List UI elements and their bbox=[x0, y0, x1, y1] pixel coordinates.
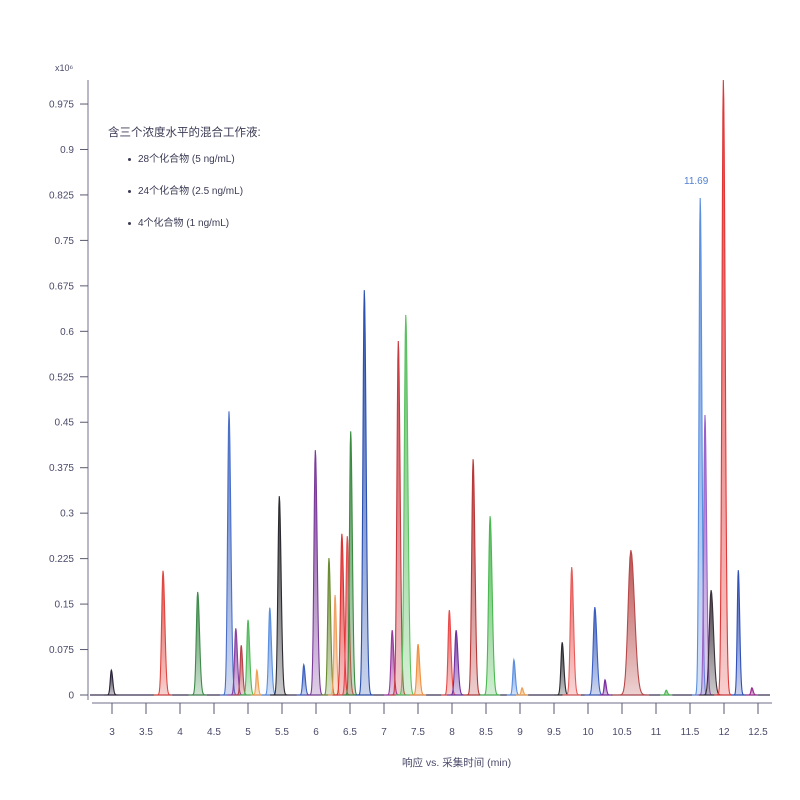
y-tick-label: 0.75 bbox=[55, 236, 75, 247]
x-tick-label: 9 bbox=[517, 727, 523, 738]
x-tick-label: 3.5 bbox=[139, 727, 153, 738]
peak-annotation: 11.69 bbox=[684, 176, 709, 187]
x-tick-label: 8 bbox=[449, 727, 455, 738]
y-tick-label: 0.825 bbox=[49, 190, 74, 201]
peak bbox=[409, 643, 427, 696]
peak bbox=[515, 686, 529, 696]
y-tick-label: 0.675 bbox=[49, 281, 74, 292]
x-tick-label: 5 bbox=[245, 727, 251, 738]
x-tick-label: 8.5 bbox=[479, 727, 493, 738]
peak bbox=[660, 689, 673, 696]
peak bbox=[395, 314, 416, 696]
x-tick-label: 4 bbox=[177, 727, 183, 738]
x-tick-label: 7.5 bbox=[411, 727, 425, 738]
legend-item: 4个化合物 (1 ng/mL) bbox=[128, 216, 261, 231]
x-tick-label: 7 bbox=[381, 727, 387, 738]
x-tick-label: 12.5 bbox=[748, 727, 768, 738]
y-tick-label: 0.975 bbox=[49, 100, 74, 111]
peak bbox=[463, 459, 483, 696]
peak bbox=[506, 657, 522, 696]
y-tick-label: 0.525 bbox=[49, 372, 74, 383]
peak bbox=[261, 607, 278, 696]
legend: 含三个浓度水平的混合工作液: 28个化合物 (5 ng/mL) 24个化合物 (… bbox=[108, 126, 261, 248]
peak bbox=[104, 668, 119, 696]
peak bbox=[731, 570, 746, 696]
x-tick-label: 5.5 bbox=[275, 727, 289, 738]
y-tick-label: 0 bbox=[68, 691, 74, 702]
y-tick-label: 0.075 bbox=[49, 645, 74, 656]
peak bbox=[446, 630, 466, 696]
chromatogram-peaks bbox=[90, 79, 770, 696]
x-tick-label: 9.5 bbox=[547, 727, 561, 738]
peak bbox=[296, 662, 311, 696]
peak bbox=[188, 591, 207, 696]
x-tick-label: 11.5 bbox=[681, 727, 700, 738]
bullet-icon bbox=[128, 157, 131, 161]
x-tick-label: 6.5 bbox=[343, 727, 357, 738]
y-tick-label: 0.9 bbox=[60, 145, 74, 156]
peak bbox=[153, 570, 173, 696]
y-axis-unit: x10⁶ bbox=[55, 63, 74, 73]
peak bbox=[584, 607, 605, 696]
x-tick-label: 10.5 bbox=[612, 727, 632, 738]
bullet-icon bbox=[128, 189, 131, 193]
y-tick-label: 0.375 bbox=[49, 463, 74, 474]
peak bbox=[342, 431, 359, 696]
x-tick-label: 6 bbox=[313, 727, 319, 738]
peak bbox=[479, 516, 501, 696]
y-tick-label: 0.225 bbox=[49, 554, 74, 565]
chart-axes: 0 0.075 0.15 0.225 0.3 0.375 0.45 0.525 0.6 0.675… bbox=[49, 80, 772, 738]
peak bbox=[270, 496, 289, 696]
peak bbox=[250, 668, 263, 696]
bullet-icon bbox=[128, 221, 131, 225]
y-tick-label: 0.3 bbox=[60, 509, 74, 520]
x-axis-label: 响应 vs. 采集时间 (min) bbox=[402, 757, 512, 769]
x-tick-label: 3 bbox=[109, 727, 115, 738]
legend-item: 28个化合物 (5 ng/mL) bbox=[128, 152, 261, 167]
y-tick-label: 0.6 bbox=[60, 327, 74, 338]
x-tick-label: 4.5 bbox=[207, 727, 221, 738]
peak bbox=[355, 290, 374, 696]
peak bbox=[612, 550, 650, 696]
peak bbox=[745, 686, 758, 696]
peak bbox=[714, 79, 733, 696]
x-tick-label: 11 bbox=[651, 727, 662, 738]
legend-item: 24个化合物 (2.5 ng/mL) bbox=[128, 184, 261, 199]
peak bbox=[306, 450, 325, 696]
peak bbox=[562, 567, 581, 696]
y-tick-label: 0.15 bbox=[55, 600, 75, 611]
peak bbox=[598, 678, 612, 696]
y-tick-label: 0.45 bbox=[55, 418, 75, 429]
legend-list: 28个化合物 (5 ng/mL) 24个化合物 (2.5 ng/mL) 4个化合… bbox=[108, 152, 261, 231]
x-tick-label: 10 bbox=[582, 727, 594, 738]
legend-title: 含三个浓度水平的混合工作液: bbox=[108, 127, 261, 139]
x-tick-label: 12 bbox=[718, 727, 730, 738]
